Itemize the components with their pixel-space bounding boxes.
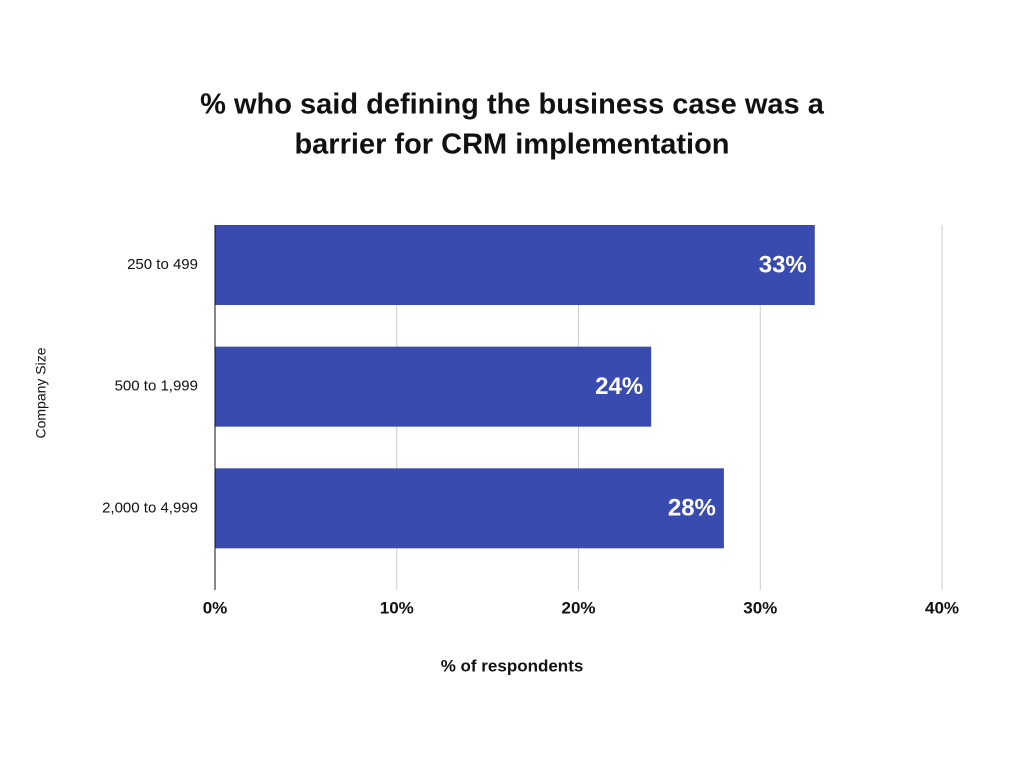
y-tick-label: 250 to 499 (127, 256, 198, 273)
chart-title: % who said defining the business case wa… (200, 89, 825, 121)
value-label: 28% (668, 495, 716, 522)
x-axis-title: % of respondents (441, 656, 584, 675)
y-tick-label: 500 to 1,999 (115, 378, 198, 395)
x-tick-label: 40% (925, 598, 959, 617)
chart-title: barrier for CRM implementation (294, 129, 729, 161)
bar (215, 225, 815, 305)
x-tick-label: 0% (203, 598, 228, 617)
x-tick-label: 10% (380, 598, 414, 617)
bar (215, 468, 724, 549)
value-label: 33% (759, 251, 807, 278)
x-tick-label: 20% (561, 598, 595, 617)
y-axis-title: Company Size (33, 347, 49, 438)
x-tick-label: 30% (743, 598, 777, 617)
value-label: 24% (595, 373, 643, 400)
y-tick-label: 2,000 to 4,999 (102, 499, 198, 516)
bar (215, 346, 652, 427)
